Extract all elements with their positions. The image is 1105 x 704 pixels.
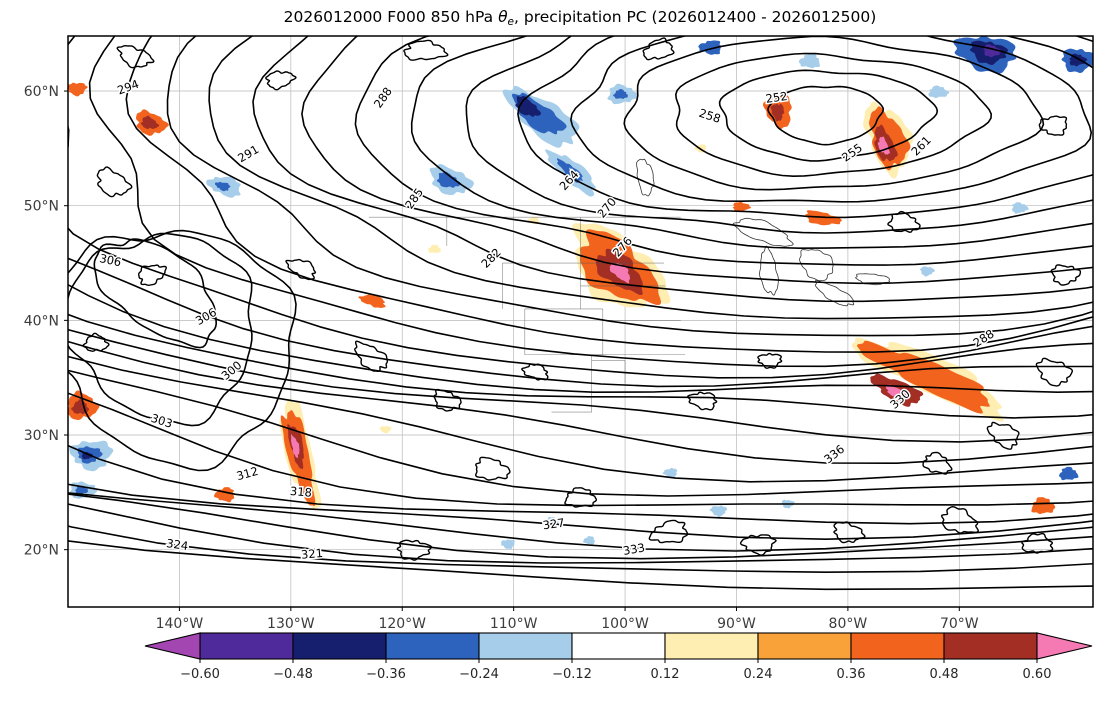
theta-e-contour — [676, 54, 991, 177]
theta-e-small-contour — [987, 423, 1019, 450]
colorbar-segment — [386, 633, 479, 659]
shaded-anomaly — [428, 245, 441, 253]
shaded-anomaly — [66, 83, 87, 97]
shaded-anomaly — [501, 540, 515, 550]
shaded-anomaly — [1031, 497, 1055, 514]
theta-e-small-contour — [1022, 534, 1053, 554]
colorbar-tick-label: 0.36 — [837, 667, 866, 682]
theta-e-small-contour — [688, 392, 717, 410]
colorbar-right-arrow — [1037, 633, 1092, 659]
theta-e-closed-contour — [64, 234, 252, 426]
colorbar-tick-label: 0.48 — [930, 667, 959, 682]
colorbar-tick-label: −0.12 — [552, 667, 592, 682]
colorbar-segment — [200, 633, 293, 659]
contour-label: 285 — [402, 186, 426, 212]
colorbar-segment — [758, 633, 851, 659]
x-tick-label: 140°W — [156, 616, 204, 632]
shaded-anomaly — [1012, 202, 1029, 213]
theta-e-small-contour — [139, 265, 167, 285]
title-prefix: 2026012000 F000 850 hPa — [284, 8, 498, 26]
x-tick-label: 120°W — [378, 616, 426, 632]
shaded-anomaly — [1059, 467, 1079, 480]
lake-outline — [637, 159, 654, 196]
theta-e-small-contour — [83, 333, 109, 351]
colorbar-tick-label: 0.60 — [1023, 667, 1052, 682]
colorbar-segment — [851, 633, 944, 659]
colorbar-segment — [572, 633, 665, 659]
theta-e-contour — [0, 0, 1105, 482]
x-tick-label: 90°W — [717, 616, 756, 632]
theta-e-contour — [0, 0, 1105, 524]
lake-outline — [760, 246, 779, 295]
shaded-anomaly — [710, 506, 728, 518]
contour-label: 294 — [115, 77, 140, 98]
theta-e-small-contour — [834, 522, 865, 543]
colorbar-tick-label: 0.12 — [651, 667, 680, 682]
contour-label: 258 — [697, 106, 722, 126]
x-tick-label: 70°W — [940, 616, 979, 632]
shaded-anomaly — [929, 85, 950, 98]
theta-e-small-contour — [476, 457, 510, 480]
colorbar-segment — [944, 633, 1037, 659]
shaded-anomaly — [214, 487, 234, 502]
theta-e-contour — [0, 0, 1105, 386]
colorbar-segment — [665, 633, 758, 659]
contour-label: 306 — [98, 251, 122, 269]
colorbar-tick-label: 0.24 — [744, 667, 773, 682]
contour-label: 333 — [622, 540, 646, 558]
shaded-anomaly — [379, 426, 391, 433]
contour-label: 327 — [542, 515, 566, 532]
colorbar-segment — [293, 633, 386, 659]
colorbar: −0.60 −0.48 −0.36 −0.24 −0.12 0.12 0.24 0.36 0.4… — [145, 633, 1092, 682]
theta-e-small-contour — [923, 453, 952, 475]
contour-label: 318 — [289, 484, 312, 500]
theta-e-small-contour — [1036, 358, 1072, 386]
shaded-anomaly — [583, 536, 595, 545]
contour-label: 288 — [371, 85, 395, 111]
shaded-anomaly — [920, 267, 935, 277]
shaded-anomaly — [799, 54, 820, 69]
theta-e-contour — [90, 0, 1105, 366]
x-tick-label: 80°W — [829, 616, 868, 632]
y-tick-label: 30°N — [24, 428, 59, 444]
y-tick-label: 40°N — [24, 313, 59, 329]
figure-title: 2026012000 F000 850 hPa θe, precipitatio… — [284, 8, 877, 28]
x-tick-label: 130°W — [267, 616, 315, 632]
theta-e-small-contour — [1051, 265, 1080, 285]
theta-e-small-contour — [404, 40, 448, 60]
x-tick-label: 100°W — [601, 616, 649, 632]
theta-e-contour — [0, 0, 1105, 563]
theta-e-contour — [0, 0, 1105, 559]
lake-outline — [733, 218, 793, 246]
theta-e-small-contour — [643, 38, 674, 60]
contour-label: 321 — [300, 546, 323, 562]
colorbar-tick-label: −0.60 — [180, 667, 220, 682]
colorbar-segment — [479, 633, 572, 659]
colorbar-left-arrow — [145, 633, 200, 659]
title-suffix: , precipitation PC (2026012400 - 2026012… — [514, 8, 876, 26]
contour-label: 255 — [839, 141, 865, 165]
x-tick-label: 110°W — [490, 616, 538, 632]
y-tick-label: 20°N — [24, 543, 59, 559]
y-tick-label: 60°N — [24, 84, 59, 100]
contour-label: 303 — [149, 411, 174, 431]
theta-e-small-contour — [942, 507, 979, 533]
theta-e-contour — [412, 0, 1105, 248]
contour-label: 291 — [235, 142, 261, 165]
colorbar-tick-label: −0.36 — [366, 667, 406, 682]
y-tick-label: 50°N — [24, 199, 59, 215]
theta-e-contour — [0, 0, 1105, 506]
contour-label: 324 — [165, 536, 189, 553]
colorbar-tick-label: −0.24 — [459, 667, 499, 682]
theta-e-small-contour — [565, 488, 596, 507]
theta-e-small-contour — [97, 167, 131, 197]
theta-e-small-contour — [266, 71, 296, 90]
contour-label: 312 — [235, 464, 260, 483]
colorbar-tick-label: −0.48 — [273, 667, 313, 682]
